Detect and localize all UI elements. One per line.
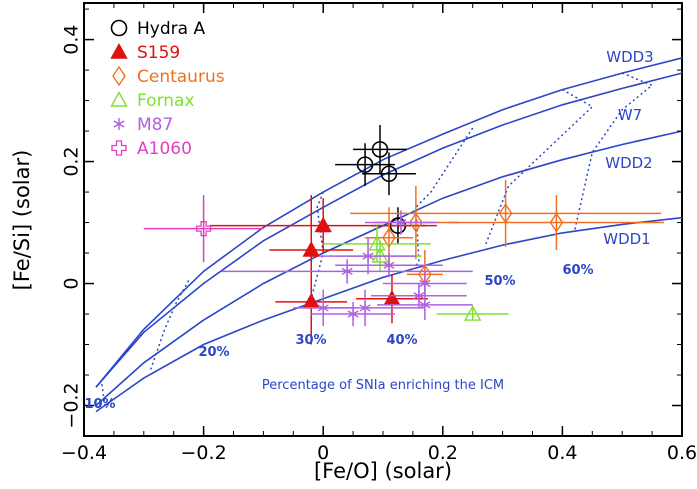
legend-marker-a1060 (111, 140, 127, 156)
legend-label-centaurus: Centaurus (137, 67, 225, 87)
percentage-label: 10% (84, 397, 115, 412)
x-axis-label: [Fe/O] (solar) (314, 459, 452, 483)
model-curve-w7 (95, 72, 682, 388)
percentage-line (415, 127, 474, 266)
fornax-point (368, 234, 386, 251)
s159-point (314, 216, 332, 233)
a1060-point (195, 220, 212, 237)
x-tick-label: 0.6 (667, 442, 697, 464)
m87-point (383, 259, 395, 272)
m87-point (362, 250, 374, 263)
percentage-label: 60% (562, 263, 593, 278)
m87-point (347, 308, 359, 321)
axis-ticks: −0.4 −0.2 0 0.2 0.4 0.6 −0.2 0 0.2 0.4 (61, 3, 697, 464)
x-tick-label: 0.2 (428, 442, 458, 464)
m87-point (341, 265, 353, 278)
y-tick-label: 0.4 (61, 24, 83, 54)
x-tick-label: 0.4 (547, 442, 577, 464)
percentage-line (310, 191, 324, 299)
legend-label-hydra-a: Hydra A (137, 19, 205, 39)
centaurus-point (382, 227, 396, 249)
centaurus-point (409, 212, 423, 233)
model-label: W7 (618, 106, 642, 124)
legend-marker-hydra-a (110, 19, 128, 37)
m87-point (413, 289, 425, 302)
legend-marker-fornax (110, 91, 128, 107)
hydra-a-point (356, 156, 374, 173)
legend-label-fornax: Fornax (137, 91, 195, 111)
y-axis-label: [Fe/Si] (solar) (10, 150, 34, 291)
model-label: WDD3 (606, 48, 653, 66)
chart-labels: WDD3 W7 WDD2 WDD1 10% 20% 30% 40% 50% 60% (84, 48, 653, 412)
y-tick-label: 0 (61, 277, 83, 289)
legend-label-s159: S159 (137, 43, 180, 63)
hydra-a-point (371, 141, 389, 158)
legend-label-a1060: A1060 (137, 139, 192, 159)
m87-point (419, 298, 431, 311)
s159-point (302, 241, 320, 257)
percentage-line (149, 280, 190, 373)
percentage-line (101, 384, 106, 406)
model-curve-wdd1 (95, 216, 682, 413)
m87-point (419, 277, 431, 290)
legend-marker-m87 (113, 118, 125, 130)
y-tick-label: −0.2 (61, 382, 83, 428)
percentage-label: 50% (484, 274, 515, 289)
legend: Hydra A S159 Centaurus Fornax M87 A1060 (110, 19, 225, 159)
x-tick-label: 0 (317, 442, 329, 464)
hydra-a-point (380, 165, 398, 183)
legend-marker-centaurus (112, 65, 126, 87)
y-tick-label: 0.2 (61, 146, 83, 176)
model-label: WDD2 (605, 154, 652, 172)
percentage-label: 20% (198, 345, 229, 360)
model-label: WDD1 (603, 230, 650, 248)
percentage-line (484, 88, 594, 248)
percentage-label: 40% (386, 333, 417, 348)
fornax-point (464, 305, 482, 321)
legend-label-m87: M87 (137, 115, 173, 135)
percentage-lines (101, 72, 654, 406)
m87-point (359, 301, 371, 314)
centaurus-point (549, 212, 564, 233)
percentage-annotation: Percentage of SNIa enriching the ICM (262, 378, 504, 393)
legend-marker-s159 (110, 43, 128, 59)
percentage-label: 30% (295, 333, 326, 348)
x-tick-label: −0.2 (181, 442, 227, 464)
percentage-line (573, 72, 654, 232)
data-points (143, 124, 665, 345)
x-tick-label: −0.4 (61, 442, 107, 464)
m87-point (395, 216, 407, 229)
